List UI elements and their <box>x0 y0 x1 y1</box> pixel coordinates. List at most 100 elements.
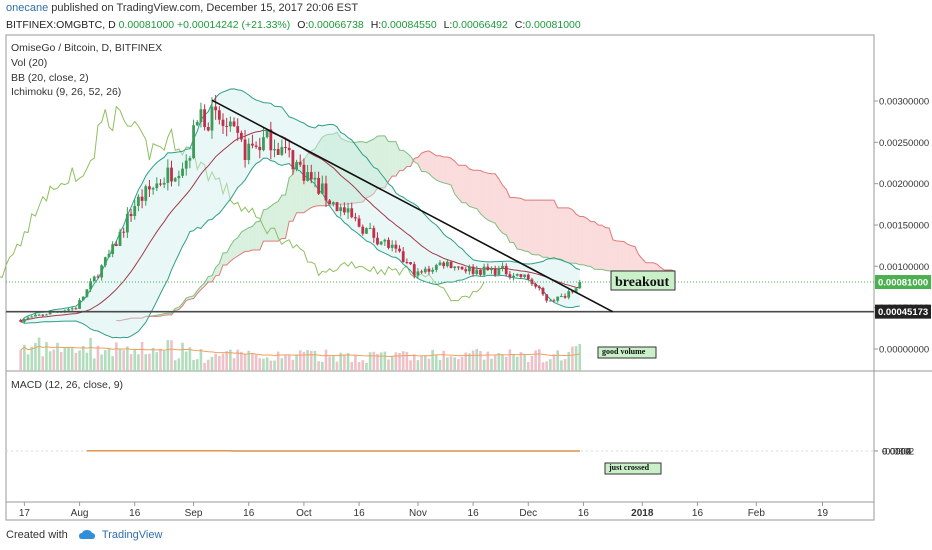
candle-body <box>486 266 490 271</box>
candle-body <box>276 149 280 155</box>
last-price-tag <box>875 275 931 290</box>
volume-bar <box>313 350 317 371</box>
open-label: O: <box>297 19 309 31</box>
just-crossed-annotation-text: just crossed <box>608 463 650 472</box>
bb-legend[interactable]: BB (20, close, 2) <box>11 72 89 84</box>
candle-body <box>129 213 133 217</box>
candle-body <box>74 308 78 310</box>
x-tick-label: Feb <box>748 508 766 519</box>
ichimoku-cloud-segment <box>454 161 459 199</box>
candle-body <box>265 129 269 138</box>
ichimoku-cloud-segment <box>590 221 595 270</box>
volume-bar <box>387 359 390 371</box>
x-tick-label: 19 <box>817 508 829 519</box>
volume-bar <box>442 350 445 371</box>
candle-body <box>159 183 162 185</box>
volume-bar <box>501 355 504 371</box>
volume-bar <box>538 349 541 371</box>
volume-bar <box>302 351 306 371</box>
candle-body <box>144 186 148 201</box>
ichimoku-cloud-segment <box>443 156 448 184</box>
volume-bar <box>81 345 85 371</box>
volume-bar <box>203 362 206 371</box>
volume-bar <box>96 345 100 371</box>
candle-body <box>81 296 85 301</box>
author-link[interactable]: onecane <box>6 2 49 14</box>
volume-bar <box>247 350 251 371</box>
volume-bar <box>372 351 376 371</box>
chart-title: OmiseGo / Bitcoin, D, BITFINEX <box>11 42 163 54</box>
volume-bar <box>140 341 144 371</box>
macd-legend[interactable]: MACD (12, 26, close, 9) <box>11 379 124 391</box>
candle-body <box>298 162 302 165</box>
ichimoku-cloud-segment <box>524 200 529 252</box>
volume-bar <box>159 348 162 371</box>
volume-bar <box>291 359 295 371</box>
ichimoku-cloud-segment <box>598 225 602 270</box>
ichimoku-cloud-segment <box>631 245 635 279</box>
ohlc-bar: BITFINEX:OMGBTC, D 0.00081000 +0.0001424… <box>6 19 581 31</box>
ichimoku-cloud-segment <box>428 150 433 178</box>
volume-bar <box>574 346 578 371</box>
volume-bar <box>321 361 324 371</box>
candle-body <box>376 237 379 245</box>
ichimoku-cloud-segment <box>491 173 496 224</box>
candle-body <box>512 275 515 278</box>
good-volume-annotation-box <box>597 346 657 359</box>
candle-body <box>284 147 287 149</box>
volume-bar <box>214 353 217 371</box>
volume-bar <box>515 356 519 371</box>
ichimoku-cloud-segment <box>355 141 360 204</box>
candle-body <box>434 265 438 270</box>
symbol: BITFINEX:OMGBTC, D <box>6 19 116 31</box>
plot-frame <box>5 34 875 521</box>
open-value: 0.00066738 <box>308 19 364 31</box>
candle-body <box>548 300 552 302</box>
volume-bar <box>490 358 493 371</box>
ichimoku-cloud-segment <box>281 194 286 239</box>
candle-body <box>416 271 420 276</box>
volume-bar <box>343 354 346 371</box>
candle-body <box>89 281 92 290</box>
ichimoku-cloud-segment <box>373 136 378 194</box>
ichimoku-cloud-segment <box>568 207 573 264</box>
candle-body <box>170 167 173 182</box>
candle-body <box>48 311 52 315</box>
vol-legend[interactable]: Vol (20) <box>11 57 48 69</box>
volume-bar <box>184 351 188 371</box>
ichimoku-cloud-segment <box>561 207 566 262</box>
volume-bar <box>567 351 571 371</box>
ichimoku-legend[interactable]: Ichimoku (9, 26, 52, 26) <box>11 86 122 98</box>
volume-bar <box>225 351 228 371</box>
ichimoku-cloud-segment <box>252 222 257 251</box>
candle-body <box>184 160 188 169</box>
volume-bar <box>390 356 394 371</box>
volume-bar <box>56 342 59 371</box>
x-tick-label: 16 <box>468 508 480 519</box>
close-value: 0.00081000 <box>525 19 581 31</box>
tradingview-link[interactable]: TradingView <box>101 529 163 541</box>
ichimoku-cloud-segment <box>594 221 599 270</box>
candle-body <box>232 121 236 127</box>
ichimoku-lagging-span <box>0 105 485 302</box>
volume-bar <box>45 342 48 371</box>
volume-bar <box>534 350 537 371</box>
volume-bar <box>269 360 273 371</box>
volume-bar <box>162 351 166 371</box>
breakout-annotation-text: breakout <box>615 275 670 290</box>
candle-body <box>493 268 497 275</box>
ichimoku-cloud-segment <box>388 141 393 182</box>
candle-body <box>34 314 37 317</box>
candle-body <box>372 228 376 238</box>
ichimoku-cloud-segment <box>550 200 555 259</box>
volume-bar <box>188 347 192 371</box>
candle-body <box>210 106 214 131</box>
candle-body <box>96 276 100 278</box>
volume-bar <box>199 349 203 371</box>
descending-trendline <box>211 99 614 313</box>
volume-bar <box>37 337 41 371</box>
ichimoku-cloud-segment <box>414 157 418 165</box>
publish-info: onecane published on TradingView.com, De… <box>6 2 358 14</box>
candle-body <box>236 126 240 133</box>
